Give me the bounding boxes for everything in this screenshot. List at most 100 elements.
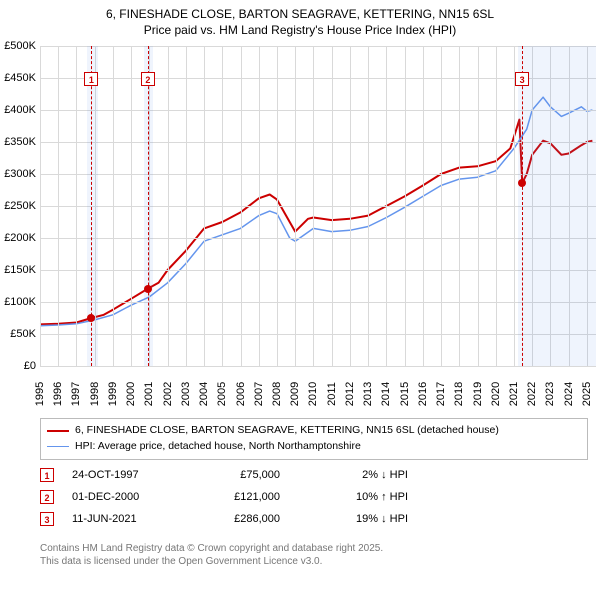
- title-line-2: Price paid vs. HM Land Registry's House …: [0, 22, 600, 38]
- gridline-v: [222, 46, 223, 366]
- gridline-v: [405, 46, 406, 366]
- y-axis-label: £300K: [4, 168, 36, 180]
- legend-label: HPI: Average price, detached house, Nort…: [75, 439, 361, 455]
- x-axis-label: 2018: [453, 382, 465, 406]
- x-axis-label: 1995: [34, 382, 46, 406]
- gridline-h: [40, 46, 596, 47]
- x-axis-label: 2011: [326, 382, 338, 406]
- x-axis-label: 2022: [526, 382, 538, 406]
- x-axis-label: 2009: [289, 382, 301, 406]
- x-axis-label: 2012: [344, 382, 356, 406]
- attrib-line-1: Contains HM Land Registry data © Crown c…: [40, 542, 588, 555]
- gridline-h: [40, 334, 596, 335]
- marker-line: [522, 46, 523, 366]
- gridline-v: [350, 46, 351, 366]
- x-axis-label: 2017: [435, 382, 447, 406]
- x-axis-label: 2006: [235, 382, 247, 406]
- marker-box: 2: [141, 72, 155, 86]
- gridline-v: [478, 46, 479, 366]
- chart-title: 6, FINESHADE CLOSE, BARTON SEAGRAVE, KET…: [0, 0, 600, 38]
- gridline-v: [131, 46, 132, 366]
- gridline-v: [368, 46, 369, 366]
- x-axis-label: 2023: [544, 382, 556, 406]
- legend-item-hpi: HPI: Average price, detached house, Nort…: [47, 439, 581, 455]
- legend-swatch: [47, 430, 69, 432]
- marker-box: 3: [515, 72, 529, 86]
- x-axis-label: 1999: [107, 382, 119, 406]
- marker-dot: [518, 179, 526, 187]
- gridline-h: [40, 366, 596, 367]
- x-axis-label: 2021: [508, 382, 520, 406]
- gridline-v: [441, 46, 442, 366]
- event-marker-box: 1: [40, 468, 54, 482]
- x-axis-label: 2025: [581, 382, 593, 406]
- legend-item-property: 6, FINESHADE CLOSE, BARTON SEAGRAVE, KET…: [47, 423, 581, 439]
- gridline-h: [40, 174, 596, 175]
- gridline-h: [40, 238, 596, 239]
- marker-box: 1: [84, 72, 98, 86]
- x-axis-label: 2003: [180, 382, 192, 406]
- gridline-v: [259, 46, 260, 366]
- event-date: 11-JUN-2021: [72, 513, 182, 525]
- gridline-v: [40, 46, 41, 366]
- legend-swatch: [47, 446, 69, 448]
- attrib-line-2: This data is licensed under the Open Gov…: [40, 555, 588, 568]
- x-axis-label: 2013: [362, 382, 374, 406]
- marker-dot: [144, 285, 152, 293]
- event-delta: 19% ↓ HPI: [298, 513, 408, 525]
- x-axis-label: 2015: [399, 382, 411, 406]
- legend: 6, FINESHADE CLOSE, BARTON SEAGRAVE, KET…: [40, 418, 588, 460]
- series-property: [40, 120, 592, 325]
- gridline-v: [459, 46, 460, 366]
- x-axis-label: 2005: [216, 382, 228, 406]
- gridline-h: [40, 206, 596, 207]
- gridline-h: [40, 302, 596, 303]
- shaded-band: [518, 46, 596, 366]
- event-delta: 10% ↑ HPI: [298, 491, 408, 503]
- marker-dot: [87, 314, 95, 322]
- y-axis-label: £250K: [4, 200, 36, 212]
- x-axis-label: 2020: [490, 382, 502, 406]
- event-price: £286,000: [200, 513, 280, 525]
- event-date: 01-DEC-2000: [72, 491, 182, 503]
- y-axis-label: £450K: [4, 72, 36, 84]
- plot-area: £0£50K£100K£150K£200K£250K£300K£350K£400…: [0, 40, 600, 410]
- gridline-h: [40, 142, 596, 143]
- gridline-v: [386, 46, 387, 366]
- attribution: Contains HM Land Registry data © Crown c…: [40, 542, 588, 568]
- gridline-v: [168, 46, 169, 366]
- marker-line: [148, 46, 149, 366]
- y-axis-label: £500K: [4, 40, 36, 52]
- gridline-v: [313, 46, 314, 366]
- y-axis-label: £50K: [10, 328, 36, 340]
- x-axis-label: 2019: [472, 382, 484, 406]
- event-date: 24-OCT-1997: [72, 469, 182, 481]
- gridline-v: [204, 46, 205, 366]
- title-line-1: 6, FINESHADE CLOSE, BARTON SEAGRAVE, KET…: [0, 6, 600, 22]
- x-axis-label: 1997: [70, 382, 82, 406]
- x-axis-label: 2001: [143, 382, 155, 406]
- gridline-v: [58, 46, 59, 366]
- gridline-v: [186, 46, 187, 366]
- event-price: £75,000: [200, 469, 280, 481]
- x-axis-label: 2008: [271, 382, 283, 406]
- gridline-v: [423, 46, 424, 366]
- gridline-v: [241, 46, 242, 366]
- event-marker-box: 2: [40, 490, 54, 504]
- event-row: 2 01-DEC-2000 £121,000 10% ↑ HPI: [40, 486, 588, 508]
- gridline-h: [40, 270, 596, 271]
- event-marker-box: 3: [40, 512, 54, 526]
- x-axis-label: 1998: [89, 382, 101, 406]
- x-axis-label: 1996: [52, 382, 64, 406]
- event-row: 1 24-OCT-1997 £75,000 2% ↓ HPI: [40, 464, 588, 486]
- gridline-v: [277, 46, 278, 366]
- event-price: £121,000: [200, 491, 280, 503]
- x-axis-label: 2007: [253, 382, 265, 406]
- gridline-v: [496, 46, 497, 366]
- chart-container: 6, FINESHADE CLOSE, BARTON SEAGRAVE, KET…: [0, 0, 600, 590]
- y-axis-label: £200K: [4, 232, 36, 244]
- series-hpi: [40, 97, 592, 326]
- x-axis-label: 2004: [198, 382, 210, 406]
- y-axis-label: £350K: [4, 136, 36, 148]
- event-delta: 2% ↓ HPI: [298, 469, 408, 481]
